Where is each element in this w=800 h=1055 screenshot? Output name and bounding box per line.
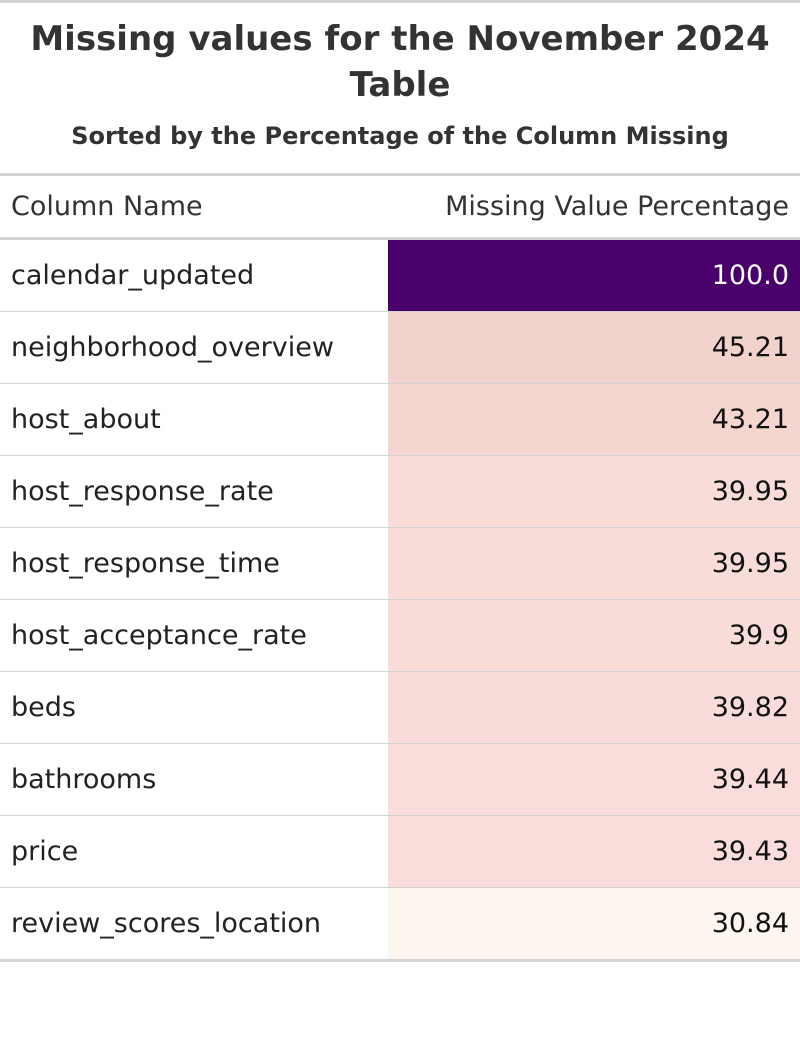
missing-values-table: Missing values for the November 2024 Tab… [0,0,800,962]
table-subtitle: Sorted by the Percentage of the Column M… [71,122,729,150]
column-name-cell: host_response_rate [11,476,274,507]
column-name-cell: neighborhood_overview [11,332,334,363]
table-row: neighborhood_overview 45.21 [0,312,800,384]
missing-percentage-cell: 39.82 [388,672,800,743]
table-row: bathrooms 39.44 [0,744,800,816]
table-row: host_acceptance_rate 39.9 [0,600,800,672]
column-name-cell: review_scores_location [11,908,322,939]
table-row: host_about 43.21 [0,384,800,456]
column-name-cell: calendar_updated [11,260,255,291]
missing-percentage-cell: 39.43 [388,816,800,887]
missing-percentage-cell: 45.21 [388,312,800,383]
missing-percentage-cell: 39.95 [388,528,800,599]
column-header-percentage: Missing Value Percentage [445,191,789,222]
column-header-name: Column Name [11,191,203,222]
table-row: host_response_time 39.95 [0,528,800,600]
missing-percentage-cell: 39.44 [388,744,800,815]
missing-percentage-cell: 39.9 [388,600,800,671]
table-title: Missing values for the November 2024 Tab… [30,19,770,105]
heading-divider [0,151,800,176]
table-row: price 39.43 [0,816,800,888]
missing-percentage-cell: 100.0 [388,240,800,311]
table-row: calendar_updated 100.0 [0,240,800,312]
missing-percentage-cell: 43.21 [388,384,800,455]
column-name-cell: bathrooms [11,764,157,795]
table-body: calendar_updated 100.0 neighborhood_overvi… [0,240,800,962]
column-name-cell: host_about [11,404,161,435]
table-row: beds 39.82 [0,672,800,744]
column-name-cell: host_acceptance_rate [11,620,307,651]
column-name-cell: beds [11,692,76,723]
column-header-row: Column Name Missing Value Percentage [0,176,800,240]
top-rule [0,0,800,3]
missing-percentage-cell: 39.95 [388,456,800,527]
column-name-cell: host_response_time [11,548,280,579]
table-row: review_scores_location 30.84 [0,888,800,959]
table-row: host_response_rate 39.95 [0,456,800,528]
column-name-cell: price [11,836,79,867]
missing-percentage-cell: 30.84 [388,888,800,959]
